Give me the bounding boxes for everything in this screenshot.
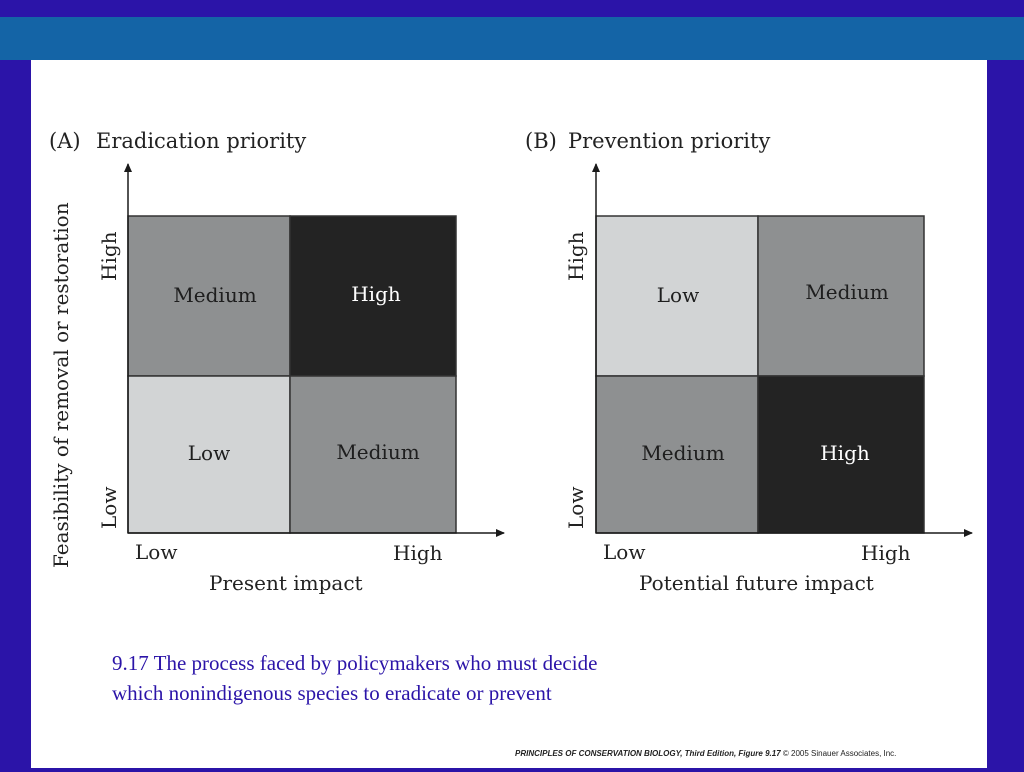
panel-a-cell-bottom-right-label: Medium [336,440,419,464]
credit-copyright: © 2005 Sinauer Associates, Inc. [782,749,897,758]
figure-credit: PRINCIPLES OF CONSERVATION BIOLOGY, Thir… [515,749,975,758]
caption-line-2: which nonindigenous species to eradicate… [112,681,552,705]
panel-a-y-high-label: High [97,231,121,281]
panel-a-cell-top-right [289,215,457,377]
panel-a-x-axis-label: Present impact [209,571,363,595]
panel-b-cell-bottom-right-label: High [820,441,870,465]
panel-a-cell-bottom-left-label: Low [188,441,230,465]
slide-content: (A) Eradication priority Medium High Low… [31,60,987,768]
panel-b-y-high-label: High [564,231,588,281]
panel-b-label: (B) [525,129,557,153]
panel-b-cell-top-left [595,215,759,377]
panel-b: (B) Prevention priority Low Medium Mediu… [525,129,973,595]
title-band [0,17,1024,60]
panel-a-y-axis-label: Feasibility of removal or restoration [49,202,73,568]
caption-line-1: 9.17 The process faced by policymakers w… [112,651,598,675]
panel-b-x-high-label: High [861,541,911,565]
panel-b-cell-bottom-right [757,375,925,534]
figure-caption: 9.17 The process faced by policymakers w… [112,648,812,708]
panel-a-x-high-label: High [393,541,443,565]
priority-diagram: (A) Eradication priority Medium High Low… [49,129,973,595]
panel-b-y-low-label: Low [564,487,588,529]
panel-a: (A) Eradication priority Medium High Low… [49,129,505,595]
panel-b-cell-bottom-left-label: Medium [641,441,724,465]
panel-a-cell-bottom-left [127,375,291,534]
panel-a-y-low-label: Low [97,487,121,529]
panel-b-x-axis-label: Potential future impact [639,571,874,595]
panel-a-cell-top-right-label: High [351,282,401,306]
panel-b-cell-top-left-label: Low [657,283,699,307]
panel-b-cell-bottom-left [595,375,759,534]
panel-b-cell-top-right [757,215,925,377]
panel-a-cell-bottom-right [289,375,457,534]
panel-b-x-low-label: Low [603,540,645,564]
panel-a-x-low-label: Low [135,540,177,564]
panel-a-title: Eradication priority [96,129,306,153]
panel-a-label: (A) [49,129,81,153]
panel-b-title: Prevention priority [568,129,770,153]
panel-b-cell-top-right-label: Medium [805,280,888,304]
panel-a-cell-top-left-label: Medium [173,283,256,307]
credit-book: PRINCIPLES OF CONSERVATION BIOLOGY, Thir… [515,749,781,758]
